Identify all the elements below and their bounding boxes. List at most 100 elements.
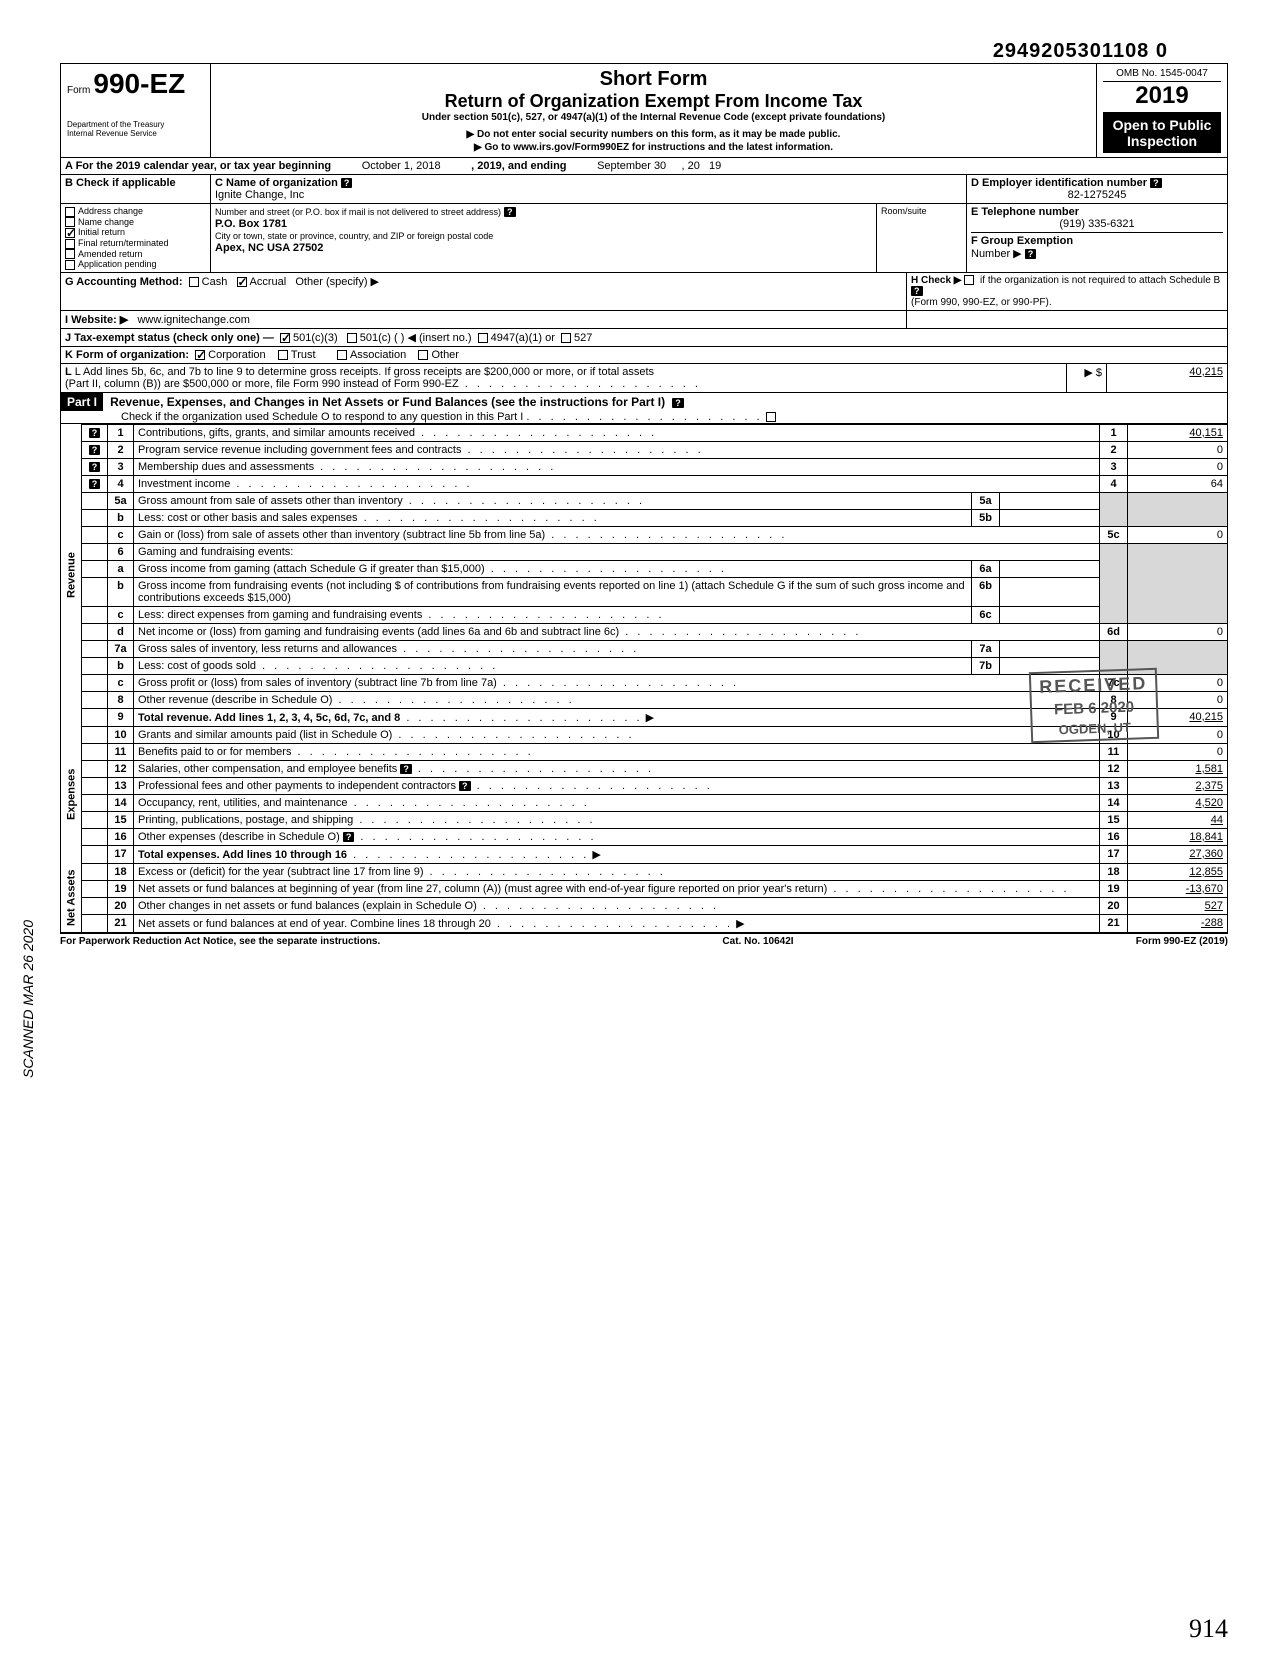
- ln13-a: 2,375: [1128, 777, 1228, 794]
- part-i-title: Revenue, Expenses, and Changes in Net As…: [106, 393, 669, 411]
- chk-trust[interactable]: [278, 350, 288, 360]
- ln20-t: Other changes in net assets or fund bala…: [138, 900, 477, 912]
- chk-final-return[interactable]: [65, 239, 75, 249]
- lbl-other-org: Other: [431, 349, 459, 361]
- line-a-end: September 30: [597, 160, 666, 172]
- dept-line1: Department of the Treasury: [67, 120, 204, 129]
- open-line2: Inspection: [1127, 133, 1197, 149]
- ln16-t: Other expenses (describe in Schedule O): [138, 831, 340, 843]
- row-j: J Tax-exempt status (check only one) — 5…: [61, 329, 1227, 346]
- org-name: Ignite Change, Inc: [215, 189, 304, 201]
- ln4-a: 64: [1128, 475, 1228, 492]
- ln21-n: 21: [108, 914, 134, 932]
- ln5c-rn: 5c: [1100, 526, 1128, 543]
- ln3-a: 0: [1128, 458, 1228, 475]
- chk-cash[interactable]: [189, 277, 199, 287]
- chk-association[interactable]: [337, 350, 347, 360]
- col-ef: E Telephone number (919) 335-6321 F Grou…: [967, 204, 1227, 273]
- ln9-arrow: ▶: [646, 712, 654, 724]
- chk-app-pending[interactable]: [65, 260, 75, 270]
- part-i-label: Part I: [61, 393, 103, 411]
- ln12-n: 12: [108, 760, 134, 777]
- row-g: G Accounting Method: Cash Accrual Other …: [61, 273, 907, 310]
- stamp-number: 2949205301108 0: [60, 40, 1228, 63]
- chk-schedule-b[interactable]: [964, 275, 974, 285]
- ln15-n: 15: [108, 811, 134, 828]
- ln15-t: Printing, publications, postage, and shi…: [138, 814, 353, 826]
- chk-501c[interactable]: [347, 333, 357, 343]
- ln18-t: Excess or (deficit) for the year (subtra…: [138, 866, 424, 878]
- ln5b-n: b: [108, 509, 134, 526]
- lbl-association: Association: [350, 349, 406, 361]
- lbl-other-method: Other (specify) ▶: [295, 276, 379, 288]
- ln7b-box: 7b: [972, 657, 1000, 674]
- ln11-a: 0: [1128, 743, 1228, 760]
- chk-initial-return[interactable]: [65, 228, 75, 238]
- ln6a-n: a: [108, 560, 134, 577]
- chk-other-org[interactable]: [418, 350, 428, 360]
- ln18-a: 12,855: [1128, 863, 1228, 880]
- col-d: D Employer identification number ? 82-12…: [967, 175, 1227, 204]
- ln2-rn: 2: [1100, 441, 1128, 458]
- col-c-addr: Number and street (or P.O. box if mail i…: [211, 204, 877, 273]
- ln4-t: Investment income: [138, 478, 230, 490]
- section-revenue: Revenue: [61, 424, 82, 726]
- city-value: Apex, NC USA 27502: [215, 242, 323, 254]
- ln13-n: 13: [108, 777, 134, 794]
- ln4-rn: 4: [1100, 475, 1128, 492]
- row-l-amount: 40,215: [1107, 364, 1227, 392]
- chk-4947[interactable]: [478, 333, 488, 343]
- opt-amended: Amended return: [78, 249, 143, 259]
- col-e-label: E Telephone number: [971, 206, 1079, 218]
- ln6a-t: Gross income from gaming (attach Schedul…: [138, 563, 485, 575]
- ln19-rn: 19: [1100, 880, 1128, 897]
- help-icon: ?: [341, 178, 353, 188]
- ln6d-t: Net income or (loss) from gaming and fun…: [138, 626, 619, 638]
- city-label: City or town, state or province, country…: [215, 231, 493, 241]
- col-c-name-label: C Name of organization: [215, 177, 338, 189]
- ln19-n: 19: [108, 880, 134, 897]
- col-b-opts: Address change Name change Initial retur…: [61, 204, 211, 273]
- chk-527[interactable]: [561, 333, 571, 343]
- ln8-n: 8: [108, 691, 134, 708]
- ln5c-a: 0: [1128, 526, 1228, 543]
- phone-value: (919) 335-6321: [971, 218, 1223, 230]
- ln6b-box: 6b: [972, 577, 1000, 606]
- part-i-checkline: Check if the organization used Schedule …: [61, 411, 523, 423]
- chk-address-change[interactable]: [65, 207, 75, 217]
- ln13-rn: 13: [1100, 777, 1128, 794]
- ln17-t: Total expenses. Add lines 10 through 16: [138, 849, 347, 861]
- ln6d-n: d: [108, 623, 134, 640]
- received-stamp: RECEIVED FEB 6 2020 OGDEN, UT: [1029, 668, 1159, 743]
- chk-corporation[interactable]: [195, 350, 205, 360]
- omb-number: OMB No. 1545-0047: [1103, 68, 1221, 82]
- header-right: OMB No. 1545-0047 2019 Open to Public In…: [1097, 64, 1227, 157]
- ln21-a: -288: [1128, 914, 1228, 932]
- ln17-rn: 17: [1100, 845, 1128, 863]
- room-suite: Room/suite: [877, 204, 967, 273]
- opt-final-return: Final return/terminated: [78, 238, 169, 248]
- ln8-t: Other revenue (describe in Schedule O): [138, 694, 332, 706]
- col-f-label: F Group Exemption: [971, 235, 1073, 247]
- line-a-begin: October 1, 2018: [362, 160, 441, 172]
- ln6b-n: b: [108, 577, 134, 606]
- ln16-rn: 16: [1100, 828, 1128, 845]
- chk-amended[interactable]: [65, 249, 75, 259]
- footer-mid: Cat. No. 10642I: [722, 936, 793, 947]
- ln5b-box: 5b: [972, 509, 1000, 526]
- ln7a-n: 7a: [108, 640, 134, 657]
- ln17-a: 27,360: [1128, 845, 1228, 863]
- ln7a-box: 7a: [972, 640, 1000, 657]
- form-header: Form 990-EZ Department of the Treasury I…: [60, 63, 1228, 158]
- col-b-label: B Check if applicable: [65, 177, 176, 189]
- chk-accrual[interactable]: [237, 277, 247, 287]
- ln5a-box: 5a: [972, 492, 1000, 509]
- lbl-trust: Trust: [291, 349, 316, 361]
- chk-schedule-o[interactable]: [766, 412, 776, 422]
- ln7c-n: c: [108, 674, 134, 691]
- tax-year: 2019: [1103, 82, 1221, 113]
- row-g-label: G Accounting Method:: [65, 276, 183, 288]
- ln6-t: Gaming and fundraising events:: [134, 543, 1100, 560]
- chk-501c3[interactable]: [280, 333, 290, 343]
- handwritten-number: 914: [1189, 1614, 1228, 1644]
